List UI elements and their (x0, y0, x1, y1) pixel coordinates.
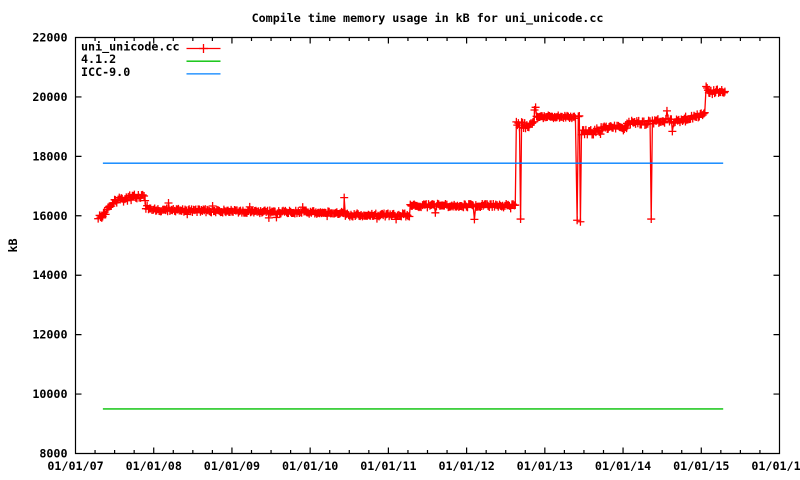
legend-label-ICC-9.0: ICC-9.0 (81, 65, 130, 79)
tick-label-layer: 01/01/07 01/01/08 01/01/09 01/01/10 01/01/11… (32, 31, 800, 474)
y-tick-label-3: 14000 (32, 268, 67, 282)
x-tick-label-9: 01/01/16 (751, 459, 800, 473)
y-axis-label: kB (6, 238, 20, 252)
axes-layer (74, 36, 781, 455)
x-tick-label-7: 01/01/14 (595, 459, 651, 473)
y-tick-label-0: 8000 (39, 447, 67, 461)
x-tick-label-6: 01/01/13 (517, 459, 573, 473)
x-tick-label-4: 01/01/11 (360, 459, 416, 473)
series-markers-uni_unicode.cc (94, 82, 729, 226)
x-tick-label-5: 01/01/12 (438, 459, 494, 473)
legend-marker-uni_unicode.cc (199, 44, 208, 53)
series-layer (94, 82, 729, 410)
x-tick-label-0: 01/01/07 (47, 459, 103, 473)
y-tick-label-2: 12000 (32, 328, 67, 342)
y-tick-label-1: 10000 (32, 387, 67, 401)
y-tick-label-6: 20000 (32, 90, 67, 104)
chart-title: Compile time memory usage in kB for uni_… (252, 11, 604, 26)
legend-label-uni_unicode.cc: uni_unicode.cc (81, 40, 180, 55)
legend-label-4.1.2: 4.1.2 (81, 52, 116, 66)
x-tick-label-1: 01/01/08 (126, 459, 182, 473)
x-tick-label-2: 01/01/09 (204, 459, 260, 473)
x-tick-label-3: 01/01/10 (282, 459, 338, 473)
x-tick-label-8: 01/01/15 (673, 459, 729, 473)
y-tick-label-7: 22000 (32, 31, 67, 45)
plot-border-and-ticks (74, 36, 781, 455)
y-tick-label-4: 16000 (32, 209, 67, 223)
y-tick-label-5: 18000 (32, 149, 67, 163)
series-line-uni_unicode.cc (97, 84, 726, 222)
